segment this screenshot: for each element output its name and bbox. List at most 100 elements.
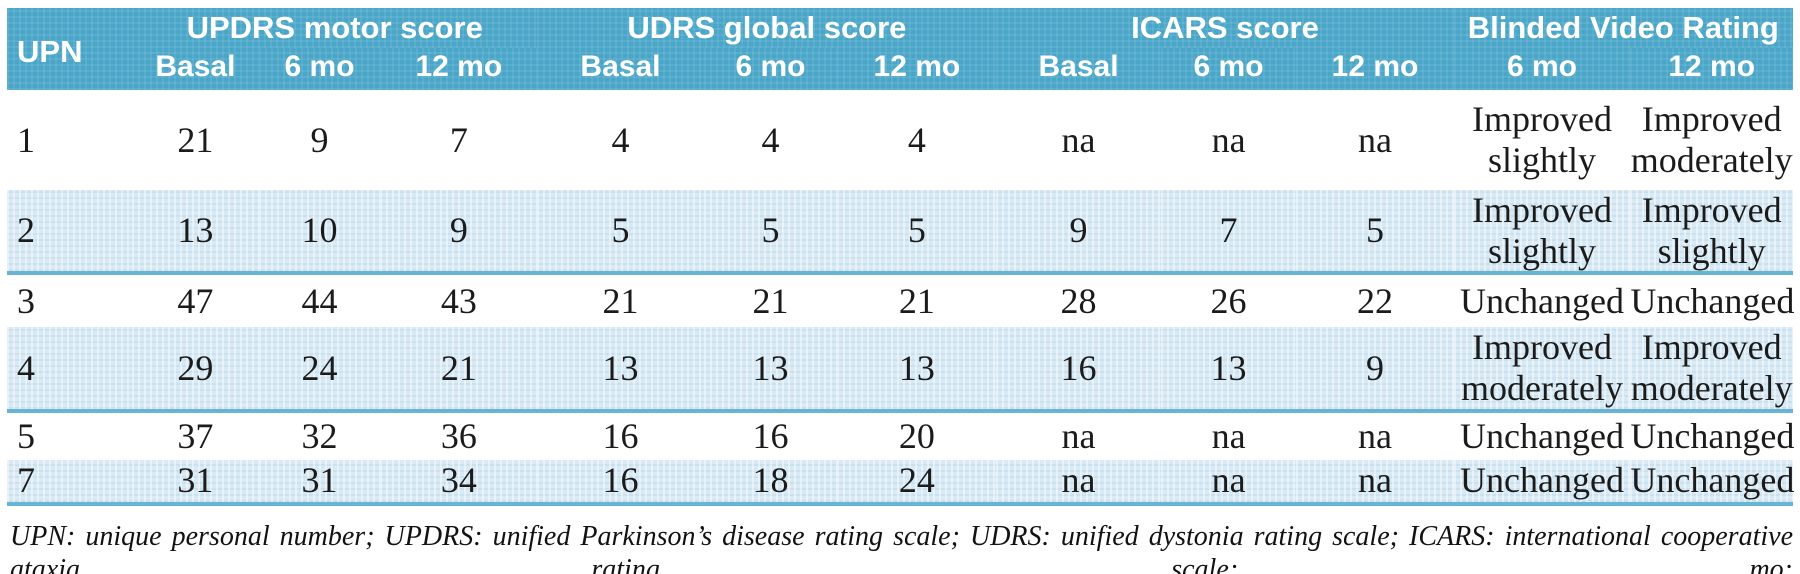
score-cell: 16 [602, 415, 639, 456]
score-cell: 16 [996, 327, 1161, 413]
header-group-video: Blinded Video Rating [1453, 8, 1793, 48]
header-video-12mo: 12 mo [1630, 48, 1793, 90]
score-cell: 16 [752, 415, 789, 456]
table-row: 5 37 32 36 16 16 20 na na na Unchanged Unchanged [7, 411, 1795, 460]
score-cell: 10 [258, 190, 381, 276]
video-rating-cell: Unchanged [1630, 415, 1795, 456]
header-video-6mo: 6 mo [1453, 48, 1631, 90]
score-cell: 47 [177, 281, 214, 321]
score-cell: 24 [837, 459, 997, 506]
score-cell: 9 [1296, 327, 1454, 413]
video-rating-cell: Unchanged [1460, 415, 1624, 456]
score-cell: 9 [380, 190, 538, 276]
score-cell: 21 [380, 327, 538, 413]
score-cell: 4 [907, 119, 926, 160]
score-cell: 21 [602, 281, 639, 321]
header-udrs-basal: Basal [537, 48, 704, 90]
video-rating-cell: Improved moderately [1630, 327, 1793, 413]
score-cell: 13 [537, 327, 704, 413]
score-cell: 36 [440, 415, 477, 456]
score-cell: 26 [1210, 281, 1247, 321]
score-cell: 5 [1296, 190, 1454, 276]
results-table-container: UPN UPDRS motor score UDRS global score … [7, 8, 1795, 506]
video-rating-cell: Unchanged [1630, 459, 1794, 506]
score-cell: 31 [132, 459, 259, 506]
score-cell: 13 [1160, 327, 1297, 413]
video-rating-cell: Unchanged [1453, 459, 1631, 506]
header-udrs-12mo: 12 mo [837, 48, 997, 90]
score-cell: 13 [837, 327, 997, 413]
header-group-row: UPN UPDRS motor score UDRS global score … [7, 8, 1793, 90]
header-udrs-6mo: 6 mo [703, 48, 838, 90]
score-cell: 31 [258, 459, 381, 506]
score-cell: 21 [898, 281, 935, 321]
video-rating-cell: Unchanged [1630, 281, 1795, 321]
score-cell: 29 [132, 327, 259, 413]
table-row: 7 31 31 34 16 18 24 na na na Unchanged Unchanged [7, 459, 1794, 506]
header-icars-6mo: 6 mo [1160, 48, 1297, 90]
table-row: 2 13 10 9 5 5 5 9 7 5 Improved slightly Improved sl… [7, 190, 1793, 276]
video-rating-cell: Improved slightly [1453, 190, 1631, 276]
score-cell: 32 [301, 415, 338, 456]
score-cell: na [1061, 415, 1096, 456]
score-cell: 34 [380, 459, 538, 506]
results-table: UPN UPDRS motor score UDRS global score … [7, 8, 1795, 506]
score-cell: na [1358, 415, 1392, 456]
upn-cell: 5 [17, 415, 35, 456]
header-updrs-basal: Basal [132, 48, 259, 90]
score-cell: 22 [1357, 281, 1393, 321]
header-icars-12mo: 12 mo [1296, 48, 1454, 90]
score-cell: 24 [258, 327, 381, 413]
table-row: 1 21 9 7 4 4 4 na na na Improved slightly Improved … [7, 90, 1793, 190]
table-body: 1 21 9 7 4 4 4 na na na Improved slightly Improved … [7, 90, 1795, 506]
footnote-line-1: UPN: unique personal number; UPDRS: unif… [10, 520, 1793, 574]
score-cell: 28 [1060, 281, 1097, 321]
header-icars-basal: Basal [996, 48, 1161, 90]
score-cell: 13 [132, 190, 259, 276]
table-row: 3 47 44 43 21 21 21 28 26 22 Unchanged Unchanged [7, 273, 1795, 327]
header-updrs-6mo: 6 mo [258, 48, 381, 90]
upn-cell: 3 [17, 281, 35, 321]
score-cell: 13 [703, 327, 838, 413]
upn-cell: 2 [7, 190, 133, 276]
score-cell: 9 [996, 190, 1161, 276]
score-cell: 44 [301, 281, 338, 321]
score-cell: 4 [761, 119, 780, 160]
score-cell: na [996, 459, 1161, 506]
video-rating-cell: Improved moderately [1630, 99, 1793, 180]
score-cell: 18 [703, 459, 838, 506]
score-cell: na [1211, 415, 1246, 456]
video-rating-cell: Improved moderately [1453, 327, 1631, 413]
score-cell: 5 [537, 190, 704, 276]
score-cell: na [1160, 459, 1297, 506]
table-footnote: UPN: unique personal number; UPDRS: unif… [10, 520, 1793, 574]
score-cell: 5 [703, 190, 838, 276]
score-cell: 7 [449, 119, 468, 160]
score-cell: 20 [898, 415, 935, 456]
header-group-updrs: UPDRS motor score [132, 8, 538, 48]
upn-cell: 7 [7, 459, 133, 506]
score-cell: 16 [537, 459, 704, 506]
header-updrs-12mo: 12 mo [380, 48, 538, 90]
score-cell: na [1358, 119, 1392, 160]
upn-cell: 4 [7, 327, 133, 413]
score-cell: na [1061, 119, 1096, 160]
header-group-icars: ICARS score [996, 8, 1454, 48]
table-row: 4 29 24 21 13 13 13 16 13 9 Improved moderately Imp… [7, 327, 1793, 413]
header-upn: UPN [7, 8, 133, 90]
score-cell: 5 [837, 190, 997, 276]
video-rating-cell: Unchanged [1460, 281, 1624, 321]
score-cell: 7 [1160, 190, 1297, 276]
video-rating-cell: Improved slightly [1630, 190, 1793, 276]
header-sub-row: Basal 6 mo 12 mo Basal 6 mo 12 mo Basal … [7, 48, 1793, 90]
score-cell: 4 [611, 119, 630, 160]
score-cell: 9 [310, 119, 329, 160]
score-cell: 21 [177, 119, 214, 160]
score-cell: 21 [752, 281, 789, 321]
score-cell: na [1296, 459, 1454, 506]
header-group-udrs: UDRS global score [537, 8, 997, 48]
score-cell: 37 [177, 415, 214, 456]
upn-cell: 1 [17, 119, 35, 160]
table-header: UPN UPDRS motor score UDRS global score … [7, 8, 1793, 90]
score-cell: 43 [440, 281, 477, 321]
